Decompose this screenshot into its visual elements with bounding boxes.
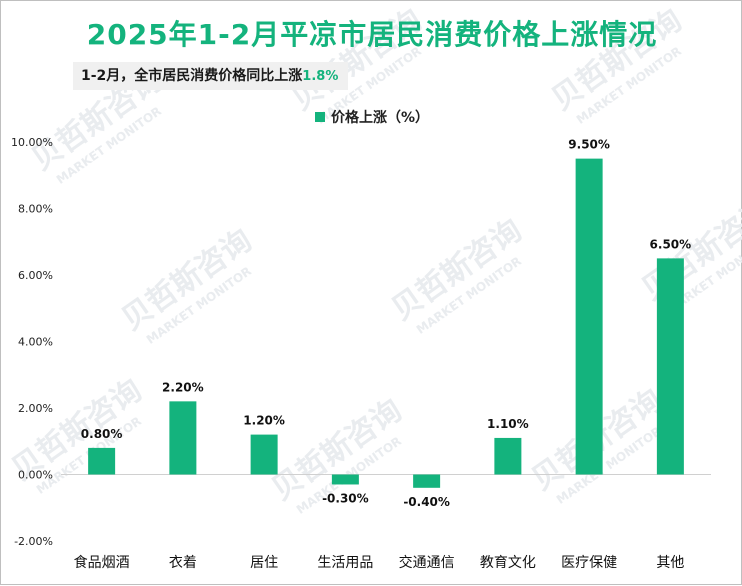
y-axis: -2.00% 0.00% 2.00% 4.00% 6.00% 8.00% 10.00% bbox=[11, 136, 53, 548]
data-label: -0.40% bbox=[403, 495, 450, 509]
bar-series bbox=[88, 158, 684, 488]
y-tick-label: 2.00% bbox=[18, 402, 53, 415]
y-tick-label: 8.00% bbox=[18, 203, 53, 216]
data-label: 1.20% bbox=[243, 414, 285, 428]
y-tick-label: -2.00% bbox=[14, 535, 53, 548]
summary-highlight: 1.8% bbox=[302, 69, 339, 84]
x-tick-label: 交通通信 bbox=[399, 554, 455, 571]
bar bbox=[88, 447, 116, 475]
bar bbox=[331, 474, 359, 485]
data-label: 9.50% bbox=[568, 138, 610, 152]
bar bbox=[413, 474, 441, 488]
x-tick-label: 医疗保健 bbox=[561, 555, 617, 571]
x-axis: 食品烟酒 衣着 居住 生活用品 交通通信 教育文化 医疗保健 其他 bbox=[74, 554, 685, 571]
data-labels: 0.80% 2.20% 1.20% -0.30% -0.40% 1.10% 9.50% 6.5… bbox=[81, 138, 691, 509]
legend: 价格上涨（%） bbox=[1, 107, 742, 127]
data-label: -0.30% bbox=[322, 491, 369, 505]
bar bbox=[656, 258, 684, 475]
legend-swatch bbox=[314, 112, 325, 122]
data-label: 2.20% bbox=[162, 380, 204, 394]
bar bbox=[250, 434, 278, 475]
summary-text: 1-2月，全市居民消费价格同比上涨 bbox=[81, 68, 303, 84]
y-tick-label: 6.00% bbox=[18, 269, 53, 282]
x-tick-label: 生活用品 bbox=[317, 555, 373, 571]
legend-label: 价格上涨（%） bbox=[330, 110, 430, 126]
bar bbox=[575, 158, 603, 475]
bar bbox=[169, 401, 197, 475]
bar bbox=[494, 437, 522, 475]
data-label: 6.50% bbox=[650, 237, 692, 251]
x-tick-label: 教育文化 bbox=[480, 555, 536, 571]
data-label: 1.10% bbox=[487, 417, 529, 431]
x-tick-label: 食品烟酒 bbox=[74, 554, 130, 571]
x-tick-label: 其他 bbox=[656, 555, 684, 571]
y-tick-label: 0.00% bbox=[18, 469, 53, 482]
data-label: 0.80% bbox=[81, 427, 123, 441]
chart-title: 2025年1-2月平凉市居民消费价格上涨情况 bbox=[86, 18, 658, 51]
summary-box: 1-2月，全市居民消费价格同比上涨1.8% bbox=[73, 62, 349, 90]
x-tick-label: 衣着 bbox=[169, 555, 197, 571]
y-tick-label: 10.00% bbox=[11, 136, 53, 149]
y-tick-label: 4.00% bbox=[18, 336, 53, 349]
x-tick-label: 居住 bbox=[250, 555, 278, 571]
